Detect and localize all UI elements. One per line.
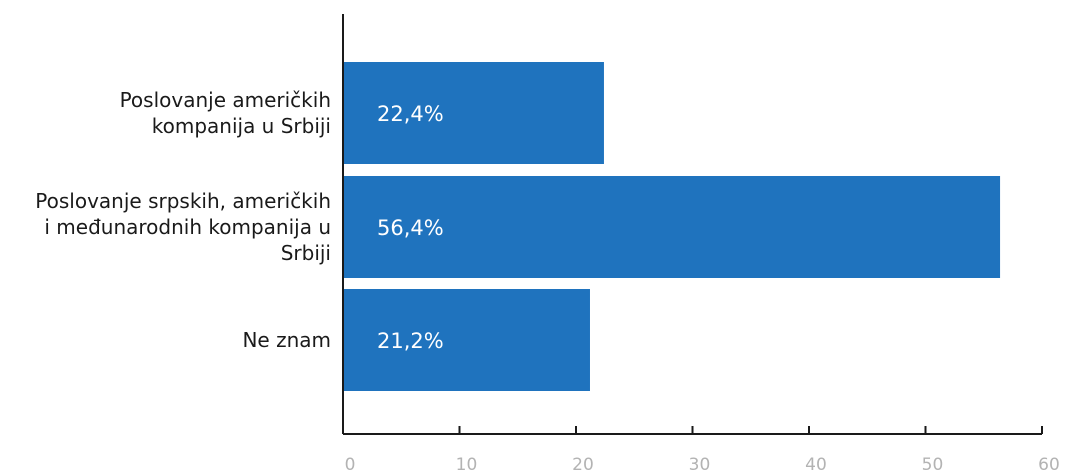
category-label-line: Poslovanje srpskih, američkih [35,189,331,213]
x-ticks-group [342,426,1043,434]
x-tick-labels-group: 0 10 20 30 40 50 60 [345,455,1060,471]
bar-3 [343,289,590,391]
category-label-line: kompanija u Srbiji [152,114,331,138]
data-labels-group: 22,4% 56,4% 21,2% [377,102,444,353]
x-tick-label-50: 50 [922,455,944,471]
bar-value-label-3: 21,2% [377,329,444,353]
category-label-1: Poslovanje američkih kompanija u Srbiji [120,88,331,138]
bar-value-label-1: 22,4% [377,102,444,126]
category-label-line: Srbiji [281,241,331,265]
x-tick-label-10: 10 [456,455,478,471]
category-label-line: Poslovanje američkih [120,88,331,112]
bar-2 [343,176,1001,278]
bar-1 [343,62,604,164]
bar-value-label-2: 56,4% [377,216,444,240]
x-tick-label-30: 30 [689,455,711,471]
x-tick-label-40: 40 [805,455,827,471]
category-labels-group: Poslovanje američkih kompanija u SrbijiPo… [35,88,331,352]
bars-group [343,62,1001,391]
category-label-2: Poslovanje srpskih, američkih i međunarod… [35,189,331,265]
category-label-line: i međunarodnih kompanija u [44,215,331,239]
x-tick-label-0: 0 [345,455,356,471]
category-label-3: Ne znam [242,328,331,352]
x-tick-label-20: 20 [572,455,594,471]
x-tick-label-60: 60 [1038,455,1060,471]
category-label-line: Ne znam [242,328,331,352]
